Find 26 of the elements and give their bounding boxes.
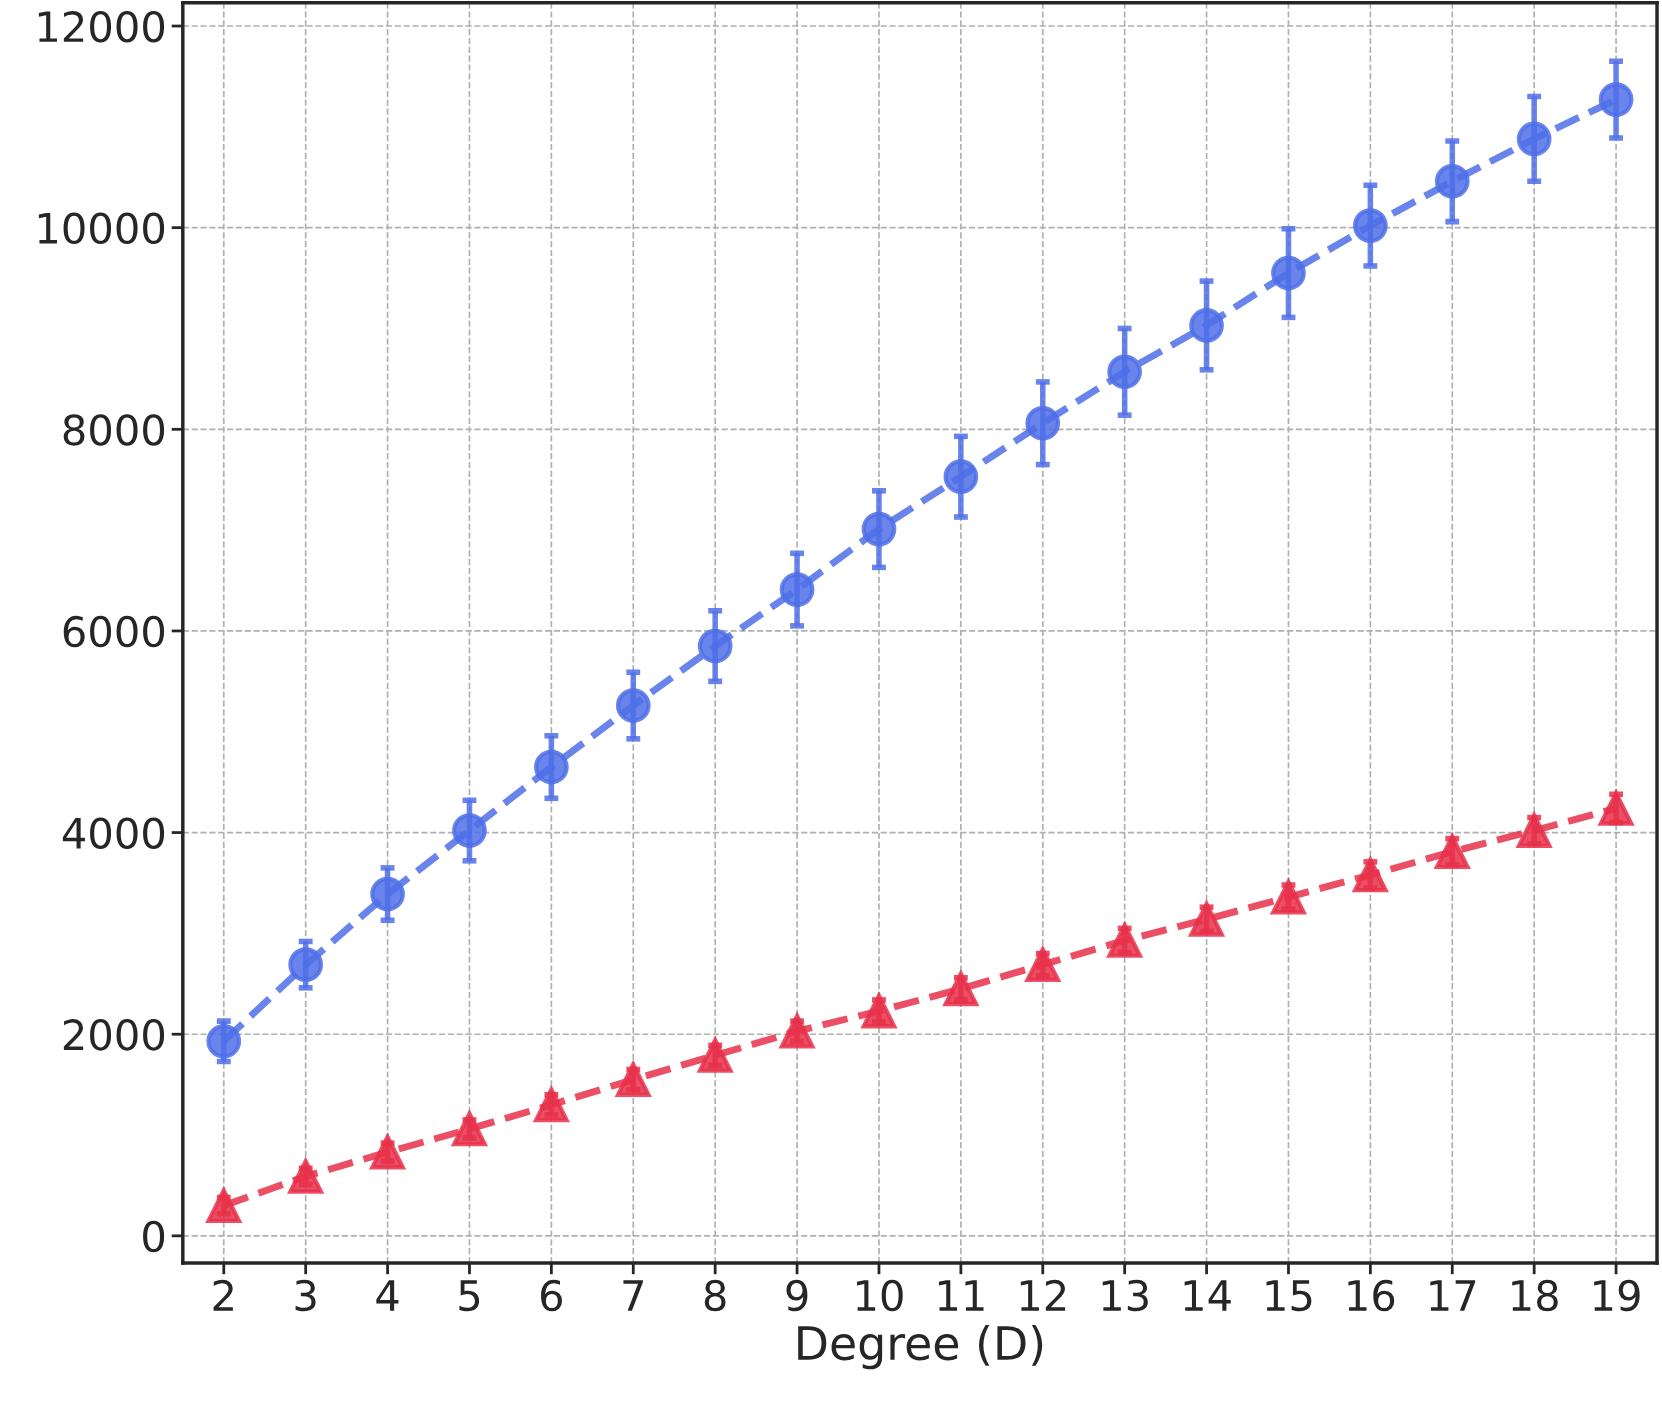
x-tick-label: 17 — [1430, 1280, 1476, 1311]
x-axis-title: Degree (D) — [798, 1324, 1043, 1370]
y-tick-label: 4000 — [62, 817, 165, 849]
y-tick-label: 2000 — [63, 1019, 165, 1051]
x-tick-label: 6 — [541, 1279, 562, 1312]
x-tick-label: 14 — [1184, 1280, 1231, 1311]
x-tick-label: 2 — [213, 1279, 233, 1311]
y-tick-label: 8000 — [63, 414, 165, 446]
x-tick-label: 8 — [704, 1279, 726, 1312]
x-tick-label: 13 — [1102, 1279, 1148, 1312]
y-tick-label: 0 — [143, 1220, 165, 1253]
x-tick-label: 5 — [459, 1280, 480, 1312]
x-tick-label: 7 — [623, 1280, 643, 1311]
x-tick-label: 12 — [1020, 1279, 1066, 1311]
x-tick-label: 10 — [857, 1279, 903, 1312]
x-tick-label: 11 — [938, 1280, 984, 1311]
y-tick-label: 12000 — [38, 10, 165, 43]
x-tick-label: 16 — [1348, 1279, 1395, 1312]
x-tick-label: 18 — [1512, 1279, 1558, 1312]
y-tick-label: 10000 — [38, 212, 165, 245]
x-tick-label: 9 — [786, 1279, 808, 1312]
x-tick-label: 3 — [295, 1279, 316, 1312]
y-tick-label: 6000 — [63, 615, 165, 648]
x-tick-label: 4 — [376, 1280, 399, 1311]
x-tick-label: 15 — [1266, 1280, 1312, 1312]
x-tick-label: 19 — [1594, 1279, 1640, 1312]
